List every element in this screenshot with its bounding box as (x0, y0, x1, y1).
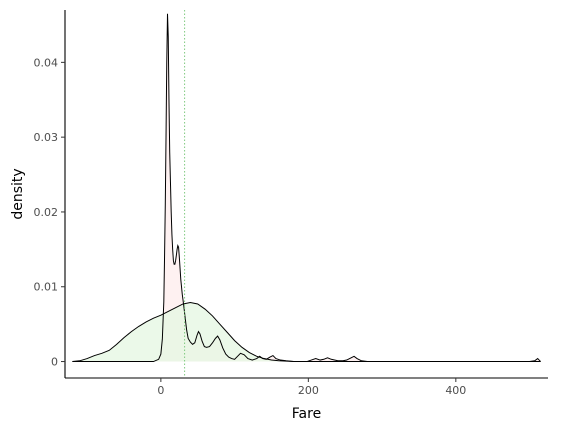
density-lines (72, 13, 541, 363)
y-tick-label: 0.03 (34, 131, 59, 144)
y-ticks: 0 0.01 0.02 0.03 0.04 (34, 56, 65, 369)
x-tick-label: 200 (298, 384, 319, 397)
density-area-1 (72, 13, 541, 362)
y-axis-title: density (10, 168, 26, 219)
y-tick-label: 0 (51, 356, 58, 369)
x-tick-label: 400 (445, 384, 466, 397)
axes (64, 10, 548, 379)
y-tick-label: 0.04 (34, 56, 59, 69)
density-areas (72, 13, 541, 362)
y-tick-label: 0.02 (34, 206, 59, 219)
density-line-2 (72, 301, 541, 363)
density-area-2 (72, 302, 541, 362)
y-tick-label: 0.01 (34, 281, 59, 294)
density-line-1 (72, 13, 541, 363)
x-ticks: 0 200 400 (157, 378, 466, 397)
x-tick-label: 0 (157, 384, 164, 397)
x-axis-title: Fare (292, 406, 321, 422)
